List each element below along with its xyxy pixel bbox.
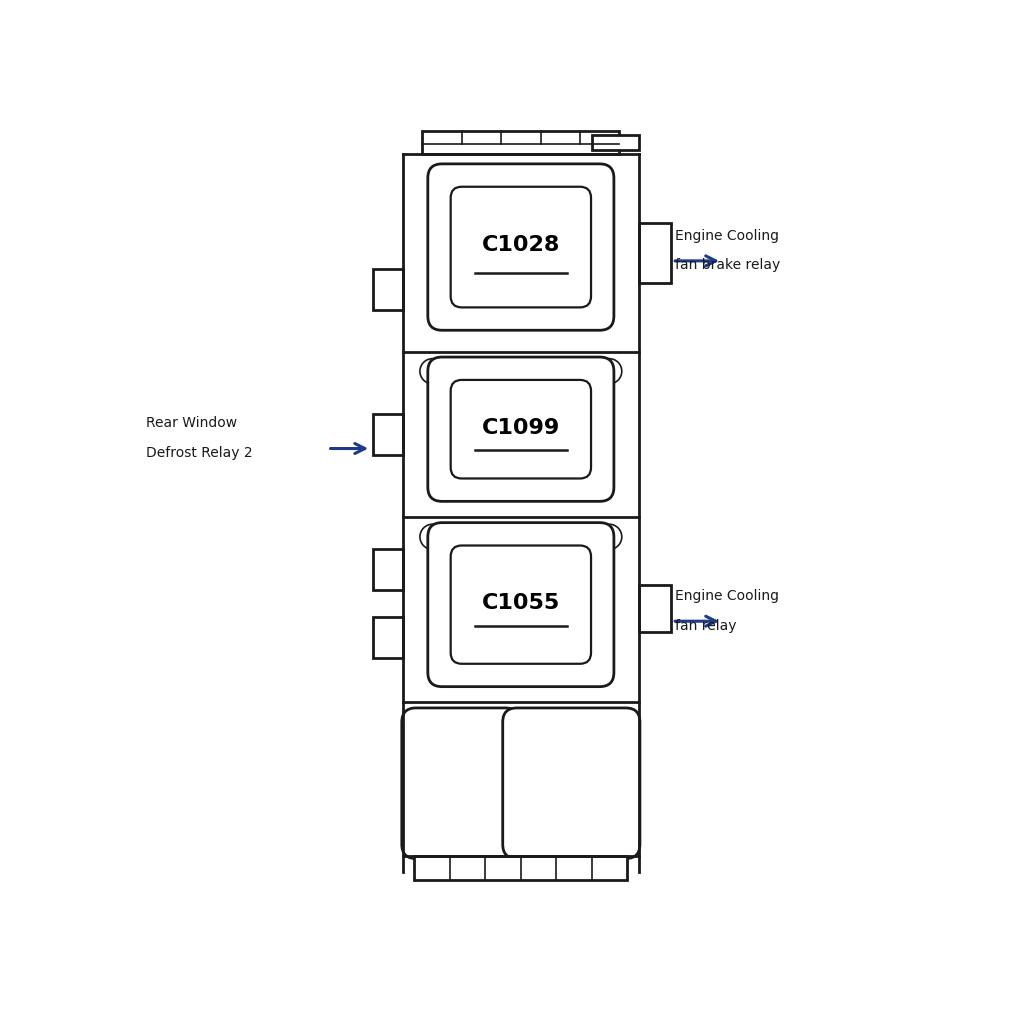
Polygon shape — [373, 414, 402, 455]
Bar — [639, 223, 671, 283]
Bar — [422, 131, 620, 155]
FancyBboxPatch shape — [503, 708, 640, 858]
FancyBboxPatch shape — [451, 186, 591, 307]
Text: C1028: C1028 — [481, 236, 560, 255]
Text: Rear Window: Rear Window — [146, 417, 238, 430]
FancyBboxPatch shape — [451, 546, 591, 664]
FancyBboxPatch shape — [428, 164, 614, 331]
Text: fan brake relay: fan brake relay — [675, 258, 780, 272]
Bar — [639, 585, 671, 632]
FancyBboxPatch shape — [401, 708, 519, 858]
FancyBboxPatch shape — [428, 357, 614, 502]
Text: fan relay: fan relay — [675, 618, 736, 633]
Text: C1099: C1099 — [481, 418, 560, 438]
Polygon shape — [373, 617, 402, 658]
Text: Engine Cooling: Engine Cooling — [675, 589, 778, 603]
Polygon shape — [373, 268, 402, 309]
Text: Defrost Relay 2: Defrost Relay 2 — [146, 446, 253, 460]
Text: C1055: C1055 — [481, 594, 560, 613]
Polygon shape — [373, 549, 402, 590]
FancyBboxPatch shape — [428, 522, 614, 687]
Bar — [592, 135, 639, 151]
Text: Engine Cooling: Engine Cooling — [675, 228, 778, 243]
Bar — [415, 856, 628, 880]
FancyBboxPatch shape — [451, 380, 591, 478]
